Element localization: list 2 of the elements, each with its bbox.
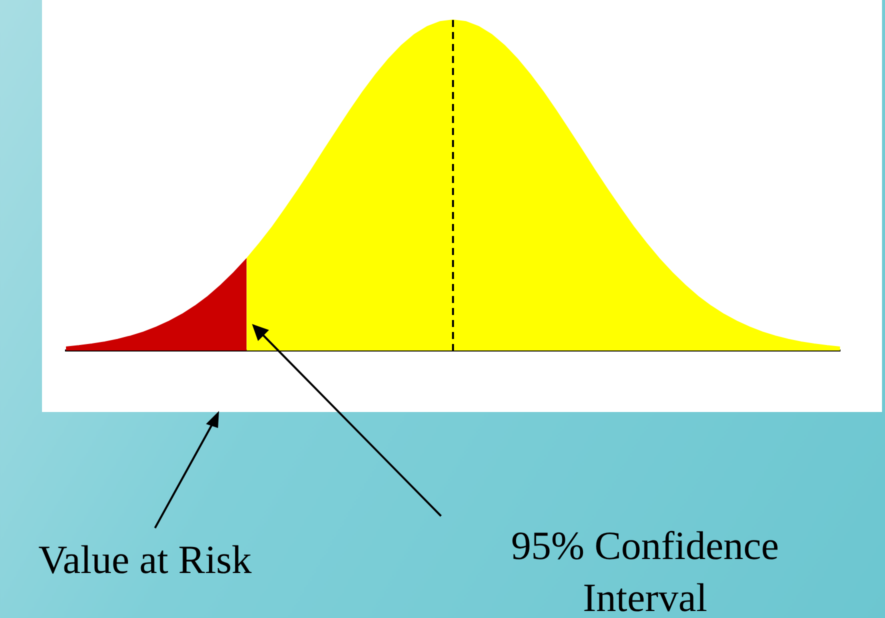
text: 95% Confidence Interval	[510, 522, 780, 618]
text: Value at Risk	[37, 536, 253, 584]
